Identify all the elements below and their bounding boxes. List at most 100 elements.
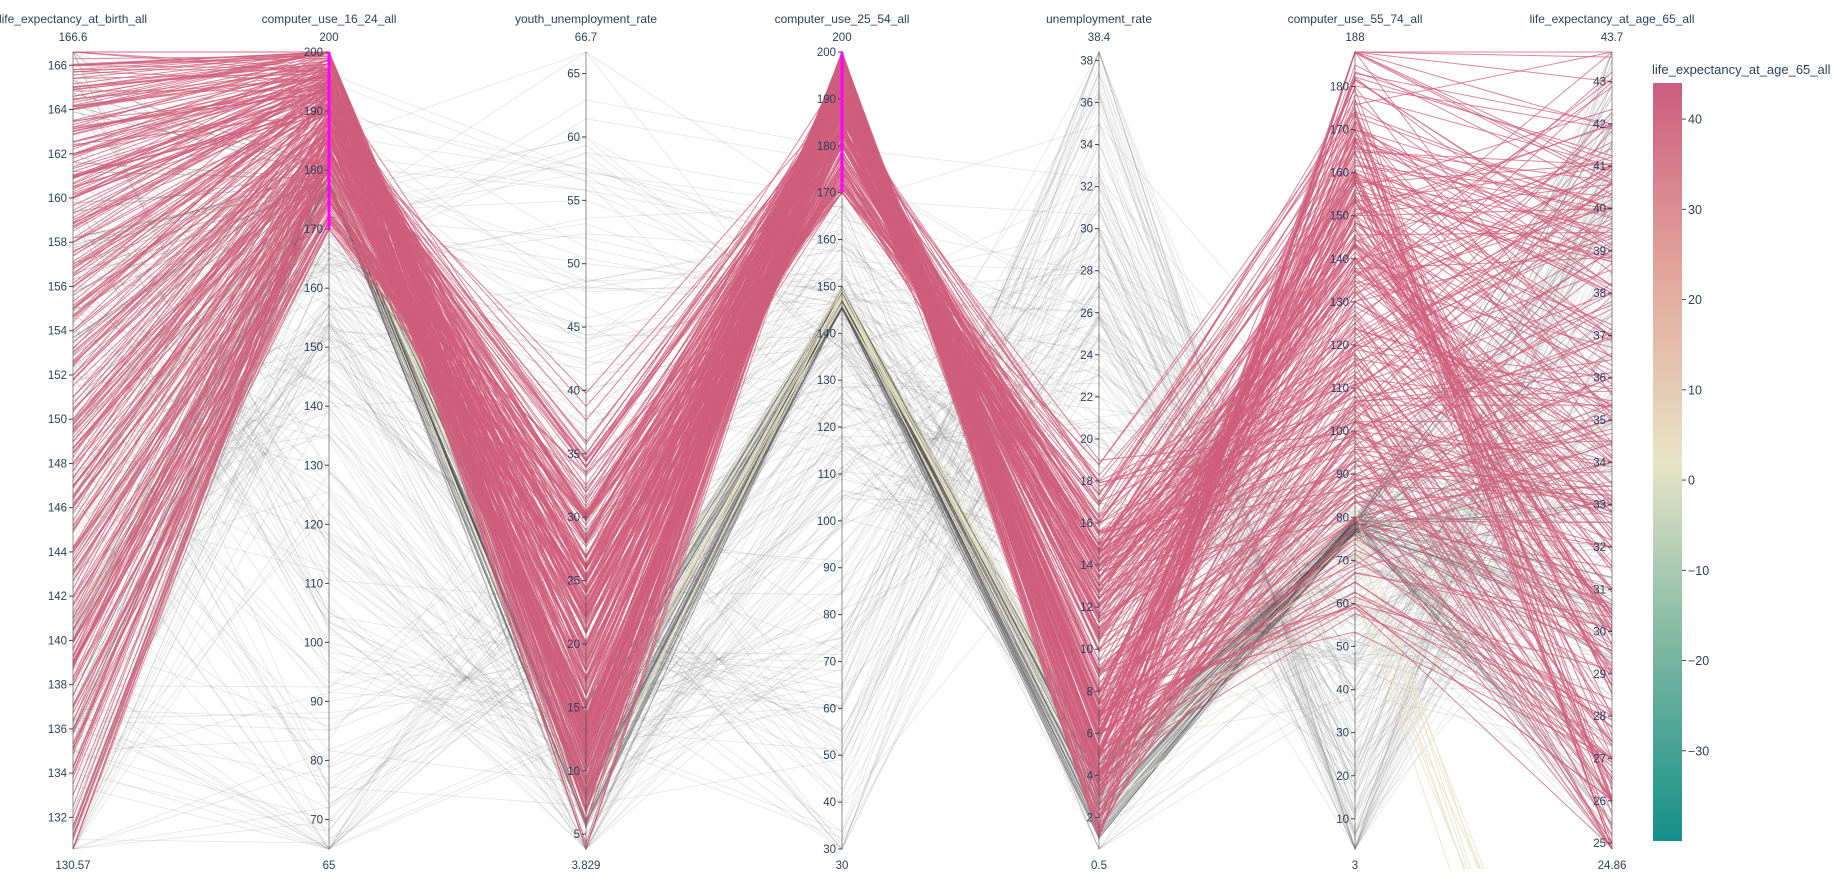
axis-tick-label: 36 <box>1593 373 1606 385</box>
axis-tick-label: 20 <box>1336 771 1349 783</box>
axis-tick-label: 138 <box>48 680 67 692</box>
axis-tick-label: 25 <box>567 576 580 588</box>
axis-tick-label: 70 <box>310 814 323 826</box>
axis-title[interactable]: life_expectancy_at_birth_all <box>0 12 147 26</box>
axis-title[interactable]: unemployment_rate <box>1046 12 1152 26</box>
axis-tick-label: 164 <box>48 105 68 117</box>
colorbar-title: life_expectancy_at_age_65_all <box>1652 62 1831 77</box>
axis-life-expectancy-at-age-65-all[interactable]: life_expectancy_at_age_65_all 43.7 24.86 25… <box>1530 12 1695 872</box>
axis-tick-label: 30 <box>1593 627 1606 639</box>
axis-tick-label: 80 <box>823 610 836 622</box>
axis-tick-label: 150 <box>1330 211 1349 223</box>
constraint-range-bar[interactable] <box>327 52 331 230</box>
axis-title[interactable]: computer_use_16_24_all <box>262 12 397 26</box>
axis-tick-label: 5 <box>574 829 580 841</box>
axis-tick-label: 140 <box>817 328 836 340</box>
axis-title[interactable]: life_expectancy_at_age_65_all <box>1530 12 1695 26</box>
axis-tick-label: 140 <box>304 401 323 413</box>
axis-tick-label: 130 <box>817 375 836 387</box>
axis-tick-label: 150 <box>48 414 67 426</box>
axis-tick-label: 158 <box>48 237 67 249</box>
colorbar-tick-label: 30 <box>1688 203 1702 217</box>
colorbar-gradient <box>1653 83 1682 841</box>
constraint-range-bar[interactable] <box>840 52 844 193</box>
axis-tick-label: 30 <box>567 512 580 524</box>
axis-tick-label: 140 <box>48 635 67 647</box>
axis-range-max: 200 <box>319 32 338 44</box>
axis-tick-label: 160 <box>817 235 836 247</box>
axis-tick-label: 80 <box>310 755 323 767</box>
axis-tick-label: 132 <box>48 812 67 824</box>
axis-tick-label: 200 <box>304 47 323 59</box>
axis-tick-label: 40 <box>1336 685 1349 697</box>
colorbar-tick-label: −30 <box>1688 744 1709 758</box>
axis-range-min: 24.86 <box>1598 860 1627 872</box>
axis-tick-label: 146 <box>48 503 67 515</box>
axis-tick-label: 120 <box>1330 340 1349 352</box>
axis-tick-label: 90 <box>1336 469 1349 481</box>
axis-tick-label: 166 <box>48 60 67 72</box>
axis-tick-label: 14 <box>1080 560 1093 572</box>
axis-tick-label: 170 <box>817 188 836 200</box>
axis-tick-label: 60 <box>823 703 836 715</box>
axis-tick-label: 10 <box>1080 644 1093 656</box>
axis-computer-use-55-74-all[interactable]: computer_use_55_74_all 188 3 10 20 30 40 50 60 70… <box>1288 12 1423 872</box>
axis-range-max: 38.4 <box>1088 32 1111 44</box>
axis-tick-label: 22 <box>1080 392 1093 404</box>
axis-tick-label: 30 <box>1080 224 1093 236</box>
axis-tick-label: 6 <box>1087 728 1093 740</box>
axis-tick-label: 37 <box>1593 330 1606 342</box>
colorbar-tick-label: 20 <box>1688 293 1702 307</box>
axis-life-expectancy-at-birth-all[interactable]: life_expectancy_at_birth_all 166.6 130.57 1… <box>0 12 147 872</box>
axis-tick-label: 200 <box>817 47 836 59</box>
axis-tick-label: 170 <box>304 224 323 236</box>
axis-tick-label: 31 <box>1593 584 1606 596</box>
axis-tick-label: 32 <box>1593 542 1606 554</box>
colorbar-tick-label: 40 <box>1688 113 1702 127</box>
axis-tick-label: 40 <box>1593 204 1606 216</box>
axis-tick-label: 100 <box>304 637 323 649</box>
axis-tick-label: 18 <box>1080 476 1093 488</box>
axis-title[interactable]: computer_use_55_74_all <box>1288 12 1423 26</box>
colorbar: life_expectancy_at_age_65_all 40 30 20 10 0 −1… <box>1652 62 1831 841</box>
axis-range-min: 0.5 <box>1091 860 1107 872</box>
axis-tick-label: 156 <box>48 281 67 293</box>
colorbar-tick-label: −20 <box>1688 654 1709 668</box>
axis-range-min: 130.57 <box>55 860 90 872</box>
axis-tick-label: 100 <box>1330 426 1349 438</box>
axis-tick-label: 148 <box>48 458 67 470</box>
axis-youth-unemployment-rate[interactable]: youth_unemployment_rate 66.7 3.829 5 10 15 20 2… <box>515 12 657 872</box>
axis-tick-label: 4 <box>1087 770 1094 782</box>
axis-unemployment-rate[interactable]: unemployment_rate38.40.52468101214161820… <box>1046 12 1152 872</box>
colorbar-tick-label: 10 <box>1688 383 1702 397</box>
axis-tick-label: 28 <box>1593 711 1606 723</box>
axis-range-min: 30 <box>836 860 849 872</box>
axis-tick-label: 120 <box>817 422 836 434</box>
axis-tick-label: 154 <box>48 326 68 338</box>
axis-tick-label: 20 <box>1080 434 1093 446</box>
axis-range-min: 65 <box>323 860 336 872</box>
axis-tick-label: 10 <box>1336 814 1349 826</box>
axis-tick-label: 136 <box>48 724 67 736</box>
axis-tick-label: 170 <box>1330 125 1349 137</box>
axis-title[interactable]: youth_unemployment_rate <box>515 12 657 26</box>
axis-tick-label: 130 <box>304 460 323 472</box>
axis-tick-label: 130 <box>1330 297 1349 309</box>
axis-tick-label: 190 <box>817 94 836 106</box>
axis-tick-label: 35 <box>567 449 580 461</box>
axis-tick-label: 60 <box>567 132 580 144</box>
axis-title[interactable]: computer_use_25_54_all <box>775 12 910 26</box>
axis-tick-label: 50 <box>1336 642 1349 654</box>
axis-tick-label: 38 <box>1080 55 1093 67</box>
axis-tick-label: 90 <box>823 563 836 575</box>
axis-computer-use-16-24-all[interactable]: computer_use_16_24_all 200 65 70 80 90 100 110 1… <box>262 12 397 872</box>
axis-tick-label: 40 <box>567 385 580 397</box>
axis-tick-label: 190 <box>304 106 323 118</box>
axis-tick-label: 42 <box>1593 119 1606 131</box>
axis-tick-label: 65 <box>567 69 580 81</box>
axis-tick-label: 27 <box>1593 753 1606 765</box>
axis-tick-label: 25 <box>1593 838 1606 850</box>
axis-tick-label: 34 <box>1593 457 1606 469</box>
